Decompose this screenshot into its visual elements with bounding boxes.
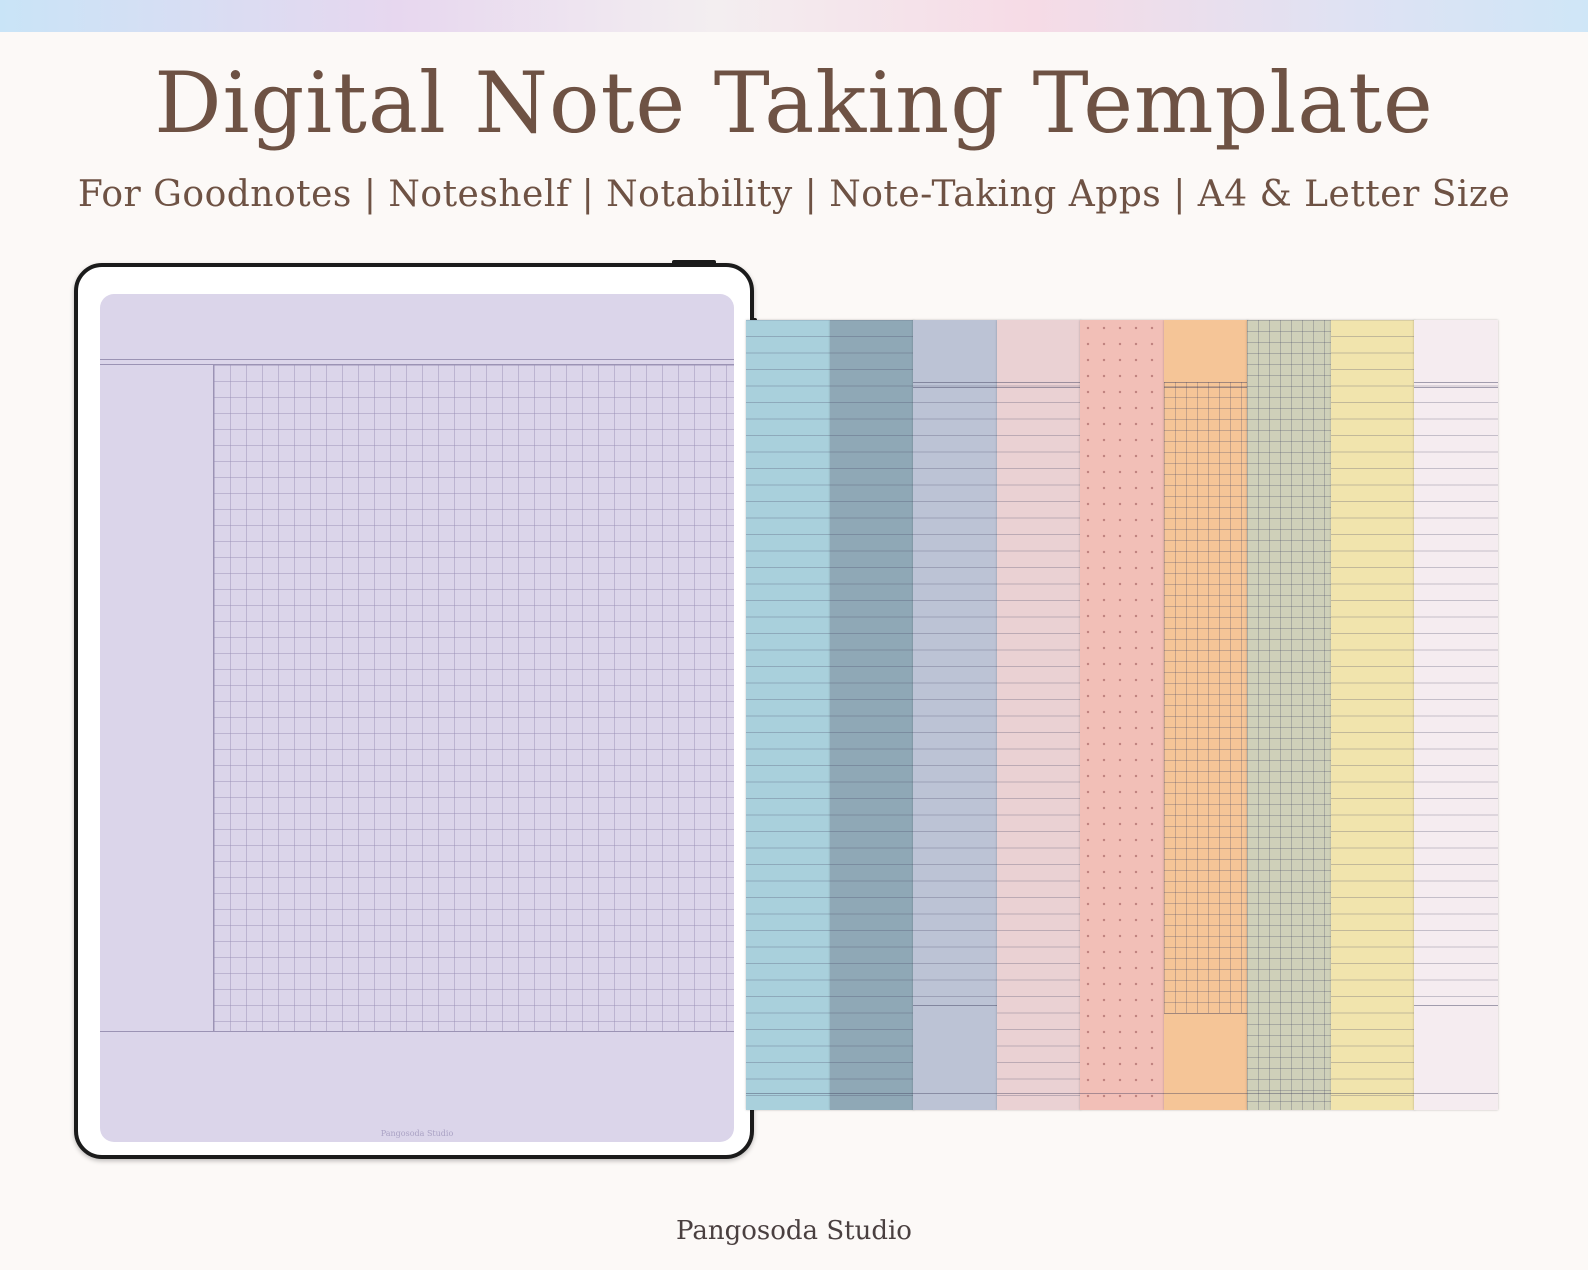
page-title: Digital Note Taking Template — [154, 54, 1434, 152]
sheet-bottom-rule — [1163, 1093, 1248, 1094]
sheet-header-band — [913, 320, 997, 382]
sheet-bottom-rule — [913, 1093, 997, 1094]
sheet-header-band — [1414, 320, 1498, 382]
template-sheet-6 — [1163, 320, 1248, 1110]
sheet-bottom-rule — [746, 1093, 830, 1094]
template-sheet-7 — [1247, 320, 1331, 1110]
sheet-footer-band — [913, 1005, 997, 1110]
template-sheet-5 — [1080, 320, 1164, 1110]
top-gradient-bar — [0, 0, 1588, 32]
sheet-bottom-rule — [1247, 1093, 1331, 1094]
sheet-footer-band — [1414, 1005, 1498, 1110]
tablet-power-button — [672, 260, 716, 265]
screen-header-rule — [100, 359, 734, 365]
sheet-bottom-rule — [996, 1093, 1081, 1094]
sheet-bottom-rule — [1330, 1093, 1415, 1094]
screen-watermark: Pangosoda Studio — [380, 1129, 454, 1138]
sheet-header-rule — [913, 382, 997, 388]
sheet-header-band — [996, 320, 1081, 382]
template-sheet-3 — [913, 320, 997, 1110]
sheet-bottom-rule — [1080, 1093, 1164, 1094]
template-sheet-2 — [829, 320, 914, 1110]
template-sheet-1 — [746, 320, 830, 1110]
template-sheet-8 — [1330, 320, 1415, 1110]
sheet-header-rule — [1414, 382, 1498, 388]
sheet-footer-band — [1163, 1013, 1248, 1110]
template-sheet-9 — [1414, 320, 1498, 1110]
sheet-bottom-rule — [829, 1093, 914, 1094]
sheet-header-rule — [996, 382, 1081, 388]
brand-footer: Pangosoda Studio — [676, 1216, 912, 1246]
sheet-header-rule — [1163, 382, 1248, 388]
screen-grid-area — [213, 365, 734, 1031]
template-sheet-4 — [996, 320, 1081, 1110]
sheet-header-band — [1163, 320, 1248, 382]
screen-footer-rule — [100, 1031, 734, 1032]
page-subtitle: For Goodnotes | Noteshelf | Notability |… — [77, 174, 1511, 215]
tablet-screen: Pangosoda Studio — [100, 294, 734, 1142]
sheet-bottom-rule — [1414, 1093, 1498, 1094]
